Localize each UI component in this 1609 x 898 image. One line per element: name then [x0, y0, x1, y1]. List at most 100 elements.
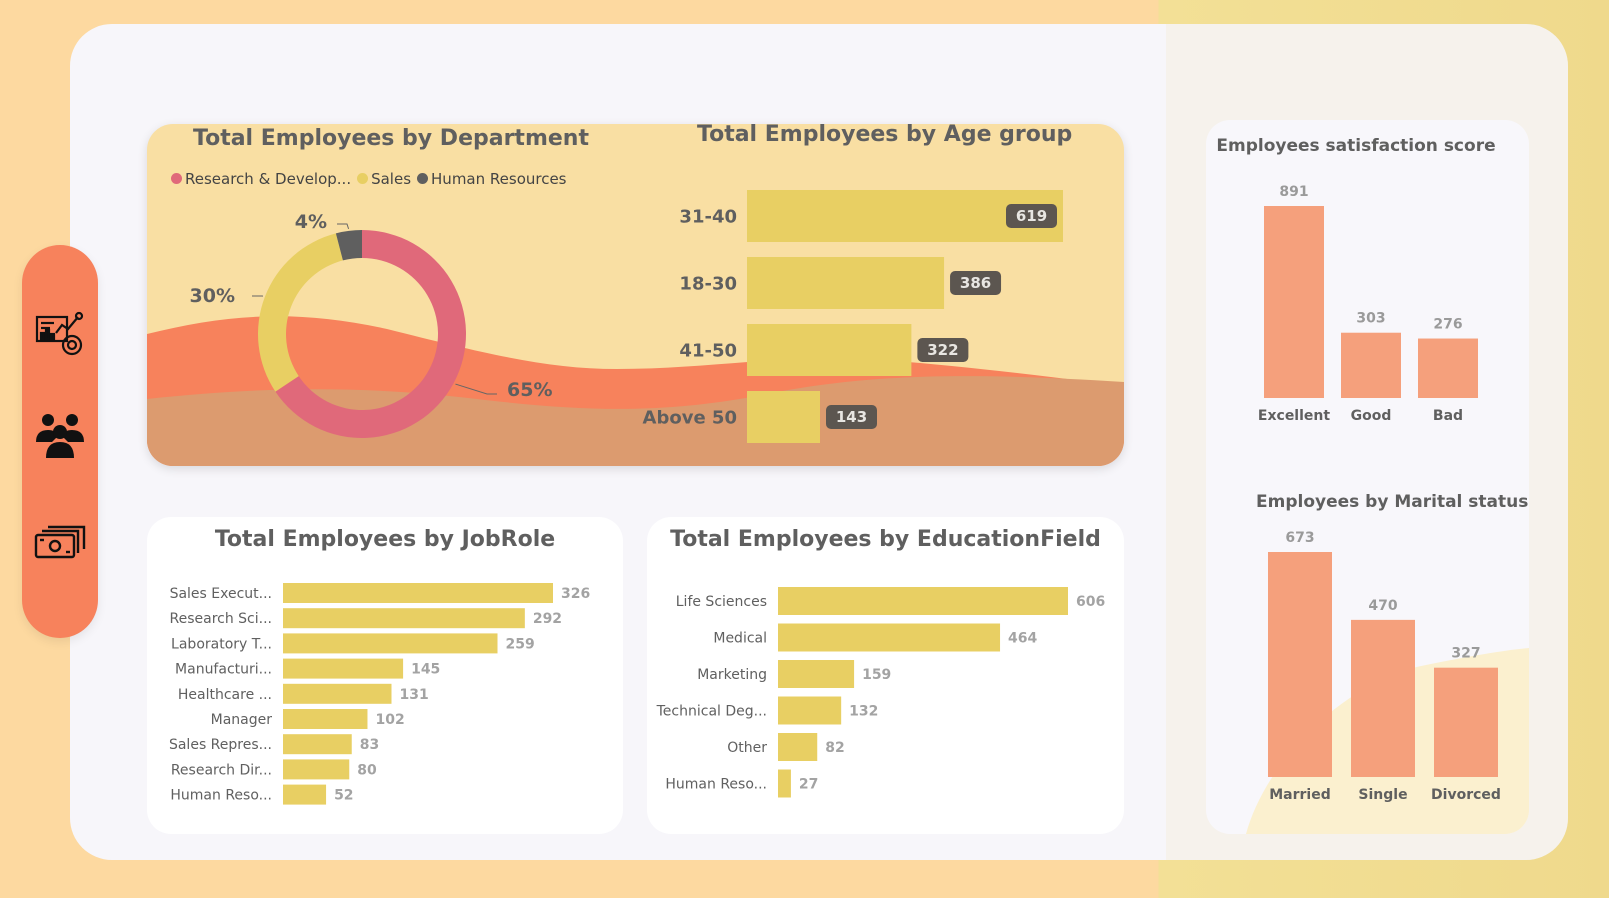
bar[interactable]: [778, 733, 818, 761]
data-label: 386: [960, 274, 991, 292]
data-label: 159: [862, 667, 891, 683]
donut-slice-label: 30%: [190, 285, 235, 307]
data-label: 327: [1451, 646, 1480, 662]
department-donut-chart: 65% 30% 4%: [190, 211, 552, 439]
data-label: 276: [1433, 317, 1462, 333]
legend-label: Human Resources: [431, 170, 567, 188]
bar[interactable]: [283, 784, 327, 805]
category-label: 18-30: [679, 273, 737, 294]
age-chart-title: Total Employees by Age group: [697, 124, 1073, 147]
data-label: 322: [927, 341, 958, 359]
category-label: Laboratory T...: [171, 636, 272, 652]
data-label: 673: [1285, 530, 1314, 546]
data-label: 83: [360, 737, 379, 753]
category-label: Sales Repres...: [169, 737, 272, 753]
category-label: 41-50: [679, 340, 737, 361]
data-label: 259: [506, 636, 535, 652]
data-label: 619: [1016, 207, 1047, 225]
bar[interactable]: [283, 759, 350, 780]
marital-bar-chart: 673 Married 470 Single 327 Divorced: [1268, 530, 1501, 803]
top-summary-panel: Total Employees by Department Research &…: [147, 124, 1124, 466]
data-label: 132: [849, 704, 878, 720]
bar[interactable]: [778, 769, 791, 798]
legend-item[interactable]: Sales: [357, 170, 411, 188]
category-label: Manufacturi...: [175, 662, 272, 678]
jobrole-chart-title: Total Employees by JobRole: [214, 527, 556, 552]
bar[interactable]: [283, 608, 525, 629]
data-label: 52: [334, 788, 353, 804]
data-label: 80: [357, 762, 377, 778]
bar[interactable]: [778, 587, 1068, 615]
legend-dot-icon: [417, 173, 429, 184]
donut-slice[interactable]: [335, 230, 362, 261]
satisfaction-chart-title: Employees satisfaction score: [1216, 136, 1496, 156]
data-label: 27: [799, 777, 818, 793]
donut-leader-line: [337, 223, 350, 230]
donut-slice[interactable]: [275, 230, 466, 439]
bar[interactable]: [1264, 206, 1324, 398]
category-label: Other: [727, 740, 767, 756]
bar[interactable]: [778, 696, 842, 725]
value-badge: [1006, 204, 1057, 228]
value-badge: [950, 271, 1002, 295]
legend-item[interactable]: Research & Develop...: [171, 170, 351, 188]
people-group-icon[interactable]: [34, 408, 86, 460]
legend-dot-icon: [171, 173, 182, 184]
category-label: Good: [1351, 408, 1392, 424]
jobrole-card: Total Employees by JobRole Sales Execut.…: [147, 517, 623, 834]
bar[interactable]: [778, 660, 855, 688]
data-label: 464: [1008, 631, 1037, 647]
category-label: Life Sciences: [676, 594, 767, 610]
data-label: 470: [1368, 598, 1397, 614]
department-chart-title: Total Employees by Department: [193, 126, 589, 151]
satisfaction-bar-chart: 891 Excellent 303 Good 276 Bad: [1258, 184, 1478, 424]
bar[interactable]: [283, 633, 498, 654]
data-label: 292: [533, 611, 562, 627]
jobrole-bar-chart: Sales Execut... 326 Research Sci... 292 Labo…: [169, 583, 590, 805]
donut-slice-label: 4%: [295, 211, 327, 233]
value-badge: [917, 338, 969, 362]
bar[interactable]: [747, 257, 945, 309]
bar[interactable]: [1341, 332, 1401, 398]
bar[interactable]: [778, 623, 1001, 652]
data-label: 82: [825, 740, 844, 756]
category-label: Medical: [713, 631, 767, 647]
bar[interactable]: [1268, 552, 1332, 777]
data-label: 891: [1279, 184, 1308, 200]
data-label: 606: [1076, 594, 1105, 610]
category-label: 31-40: [679, 206, 737, 227]
analytics-report-icon[interactable]: [34, 307, 86, 359]
education-card: Total Employees by EducationField Life S…: [647, 517, 1124, 834]
category-label: Excellent: [1258, 408, 1330, 424]
bar[interactable]: [747, 324, 912, 376]
bar[interactable]: [1418, 338, 1478, 398]
bar[interactable]: [283, 583, 553, 603]
legend-label: Research & Develop...: [185, 170, 352, 188]
money-stack-icon[interactable]: [34, 517, 86, 569]
legend-label: Sales: [371, 170, 412, 188]
bar[interactable]: [283, 709, 368, 729]
bar[interactable]: [283, 734, 352, 755]
category-label: Human Reso...: [665, 777, 767, 793]
bar[interactable]: [283, 658, 404, 679]
category-label: Human Reso...: [170, 788, 272, 804]
donut-slice[interactable]: [258, 233, 343, 392]
data-label: 145: [411, 662, 440, 678]
sidebar-nav: [22, 245, 98, 638]
bar[interactable]: [283, 683, 392, 704]
category-label: Research Sci...: [170, 611, 273, 627]
legend-item[interactable]: Human Resources: [417, 170, 567, 188]
category-label: Healthcare ...: [178, 687, 272, 703]
data-label: 102: [375, 712, 404, 728]
bar[interactable]: [1434, 667, 1498, 777]
data-label: 143: [836, 408, 867, 426]
education-chart-title: Total Employees by EducationField: [670, 527, 1101, 552]
donut-leader-line: [455, 383, 497, 395]
category-label: Manager: [211, 712, 273, 728]
legend-dot-icon: [357, 173, 369, 184]
category-label: Marketing: [697, 667, 767, 683]
category-label: Above 50: [643, 407, 737, 428]
data-label: 131: [399, 687, 428, 703]
bar[interactable]: [747, 391, 821, 443]
bar[interactable]: [1351, 619, 1415, 777]
